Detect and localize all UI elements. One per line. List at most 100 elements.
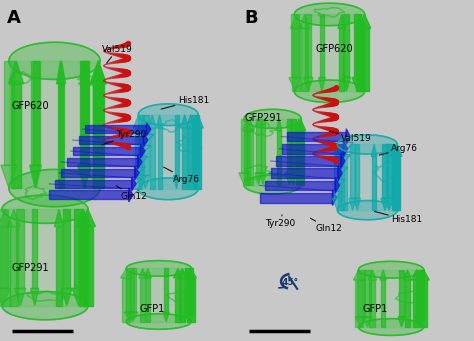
Polygon shape xyxy=(2,209,88,306)
Text: Arg76: Arg76 xyxy=(379,144,418,155)
Polygon shape xyxy=(185,268,196,278)
Polygon shape xyxy=(292,28,301,91)
Polygon shape xyxy=(2,292,88,320)
Polygon shape xyxy=(419,280,428,327)
Polygon shape xyxy=(120,268,132,278)
Polygon shape xyxy=(126,314,191,329)
Polygon shape xyxy=(61,288,72,306)
Text: GFP291: GFP291 xyxy=(12,263,49,273)
Polygon shape xyxy=(349,198,356,210)
Polygon shape xyxy=(76,209,91,226)
Polygon shape xyxy=(133,115,144,128)
Polygon shape xyxy=(287,119,292,173)
Polygon shape xyxy=(132,177,136,191)
Polygon shape xyxy=(80,209,95,226)
Polygon shape xyxy=(355,14,366,28)
Polygon shape xyxy=(393,156,400,210)
Polygon shape xyxy=(9,42,100,79)
Text: B: B xyxy=(244,9,258,27)
Polygon shape xyxy=(399,270,404,317)
Polygon shape xyxy=(403,270,411,280)
Polygon shape xyxy=(136,176,146,189)
Polygon shape xyxy=(126,261,191,276)
Polygon shape xyxy=(49,191,128,199)
Polygon shape xyxy=(300,14,310,28)
Polygon shape xyxy=(244,119,301,184)
Polygon shape xyxy=(0,288,10,306)
Text: Gln12: Gln12 xyxy=(310,218,342,233)
Polygon shape xyxy=(30,165,40,188)
Polygon shape xyxy=(265,180,335,190)
Polygon shape xyxy=(260,173,266,184)
Polygon shape xyxy=(146,122,151,136)
Polygon shape xyxy=(294,3,365,26)
Polygon shape xyxy=(12,84,21,188)
Polygon shape xyxy=(135,128,142,189)
Polygon shape xyxy=(372,156,376,210)
Polygon shape xyxy=(381,198,389,210)
Polygon shape xyxy=(303,77,313,91)
Polygon shape xyxy=(246,119,254,131)
Polygon shape xyxy=(356,28,364,91)
Polygon shape xyxy=(319,77,325,91)
Polygon shape xyxy=(175,278,181,322)
Polygon shape xyxy=(179,278,185,322)
Polygon shape xyxy=(332,198,343,210)
Polygon shape xyxy=(1,165,17,188)
Polygon shape xyxy=(17,209,24,288)
Polygon shape xyxy=(294,80,365,103)
Polygon shape xyxy=(78,165,91,188)
Polygon shape xyxy=(276,156,341,166)
Text: GFP291: GFP291 xyxy=(244,113,282,123)
Polygon shape xyxy=(126,268,191,322)
Text: His181: His181 xyxy=(161,96,209,109)
Polygon shape xyxy=(380,270,386,280)
Text: Arg76: Arg76 xyxy=(164,167,200,183)
Polygon shape xyxy=(81,61,89,165)
Text: Tyr290: Tyr290 xyxy=(102,130,146,145)
Polygon shape xyxy=(186,115,195,128)
Polygon shape xyxy=(192,115,203,128)
Polygon shape xyxy=(84,125,146,133)
Polygon shape xyxy=(83,226,93,306)
Polygon shape xyxy=(411,270,421,280)
Polygon shape xyxy=(177,268,187,278)
Polygon shape xyxy=(381,280,385,327)
Polygon shape xyxy=(337,201,397,220)
Polygon shape xyxy=(63,209,70,288)
Polygon shape xyxy=(294,14,365,91)
Polygon shape xyxy=(282,144,344,154)
Polygon shape xyxy=(296,131,302,184)
Polygon shape xyxy=(342,77,351,91)
Polygon shape xyxy=(346,129,350,144)
Polygon shape xyxy=(337,135,397,154)
Polygon shape xyxy=(338,165,342,181)
Polygon shape xyxy=(56,226,62,306)
Polygon shape xyxy=(31,165,41,188)
Polygon shape xyxy=(56,61,64,84)
Polygon shape xyxy=(0,209,8,288)
Polygon shape xyxy=(369,280,375,327)
Polygon shape xyxy=(358,270,424,327)
Polygon shape xyxy=(338,14,346,28)
Polygon shape xyxy=(138,104,198,125)
Polygon shape xyxy=(156,115,163,128)
Polygon shape xyxy=(277,131,281,184)
Polygon shape xyxy=(241,119,247,173)
Polygon shape xyxy=(183,312,195,322)
Polygon shape xyxy=(344,14,349,77)
Polygon shape xyxy=(244,131,250,184)
Polygon shape xyxy=(140,144,145,158)
Polygon shape xyxy=(188,128,194,189)
Polygon shape xyxy=(255,173,262,184)
Polygon shape xyxy=(289,173,297,184)
Polygon shape xyxy=(148,115,156,128)
Polygon shape xyxy=(33,61,40,165)
Polygon shape xyxy=(392,156,399,210)
Polygon shape xyxy=(357,270,365,317)
Polygon shape xyxy=(289,77,301,91)
Polygon shape xyxy=(182,128,187,189)
Polygon shape xyxy=(243,119,252,131)
Polygon shape xyxy=(31,61,38,165)
Polygon shape xyxy=(350,145,355,198)
